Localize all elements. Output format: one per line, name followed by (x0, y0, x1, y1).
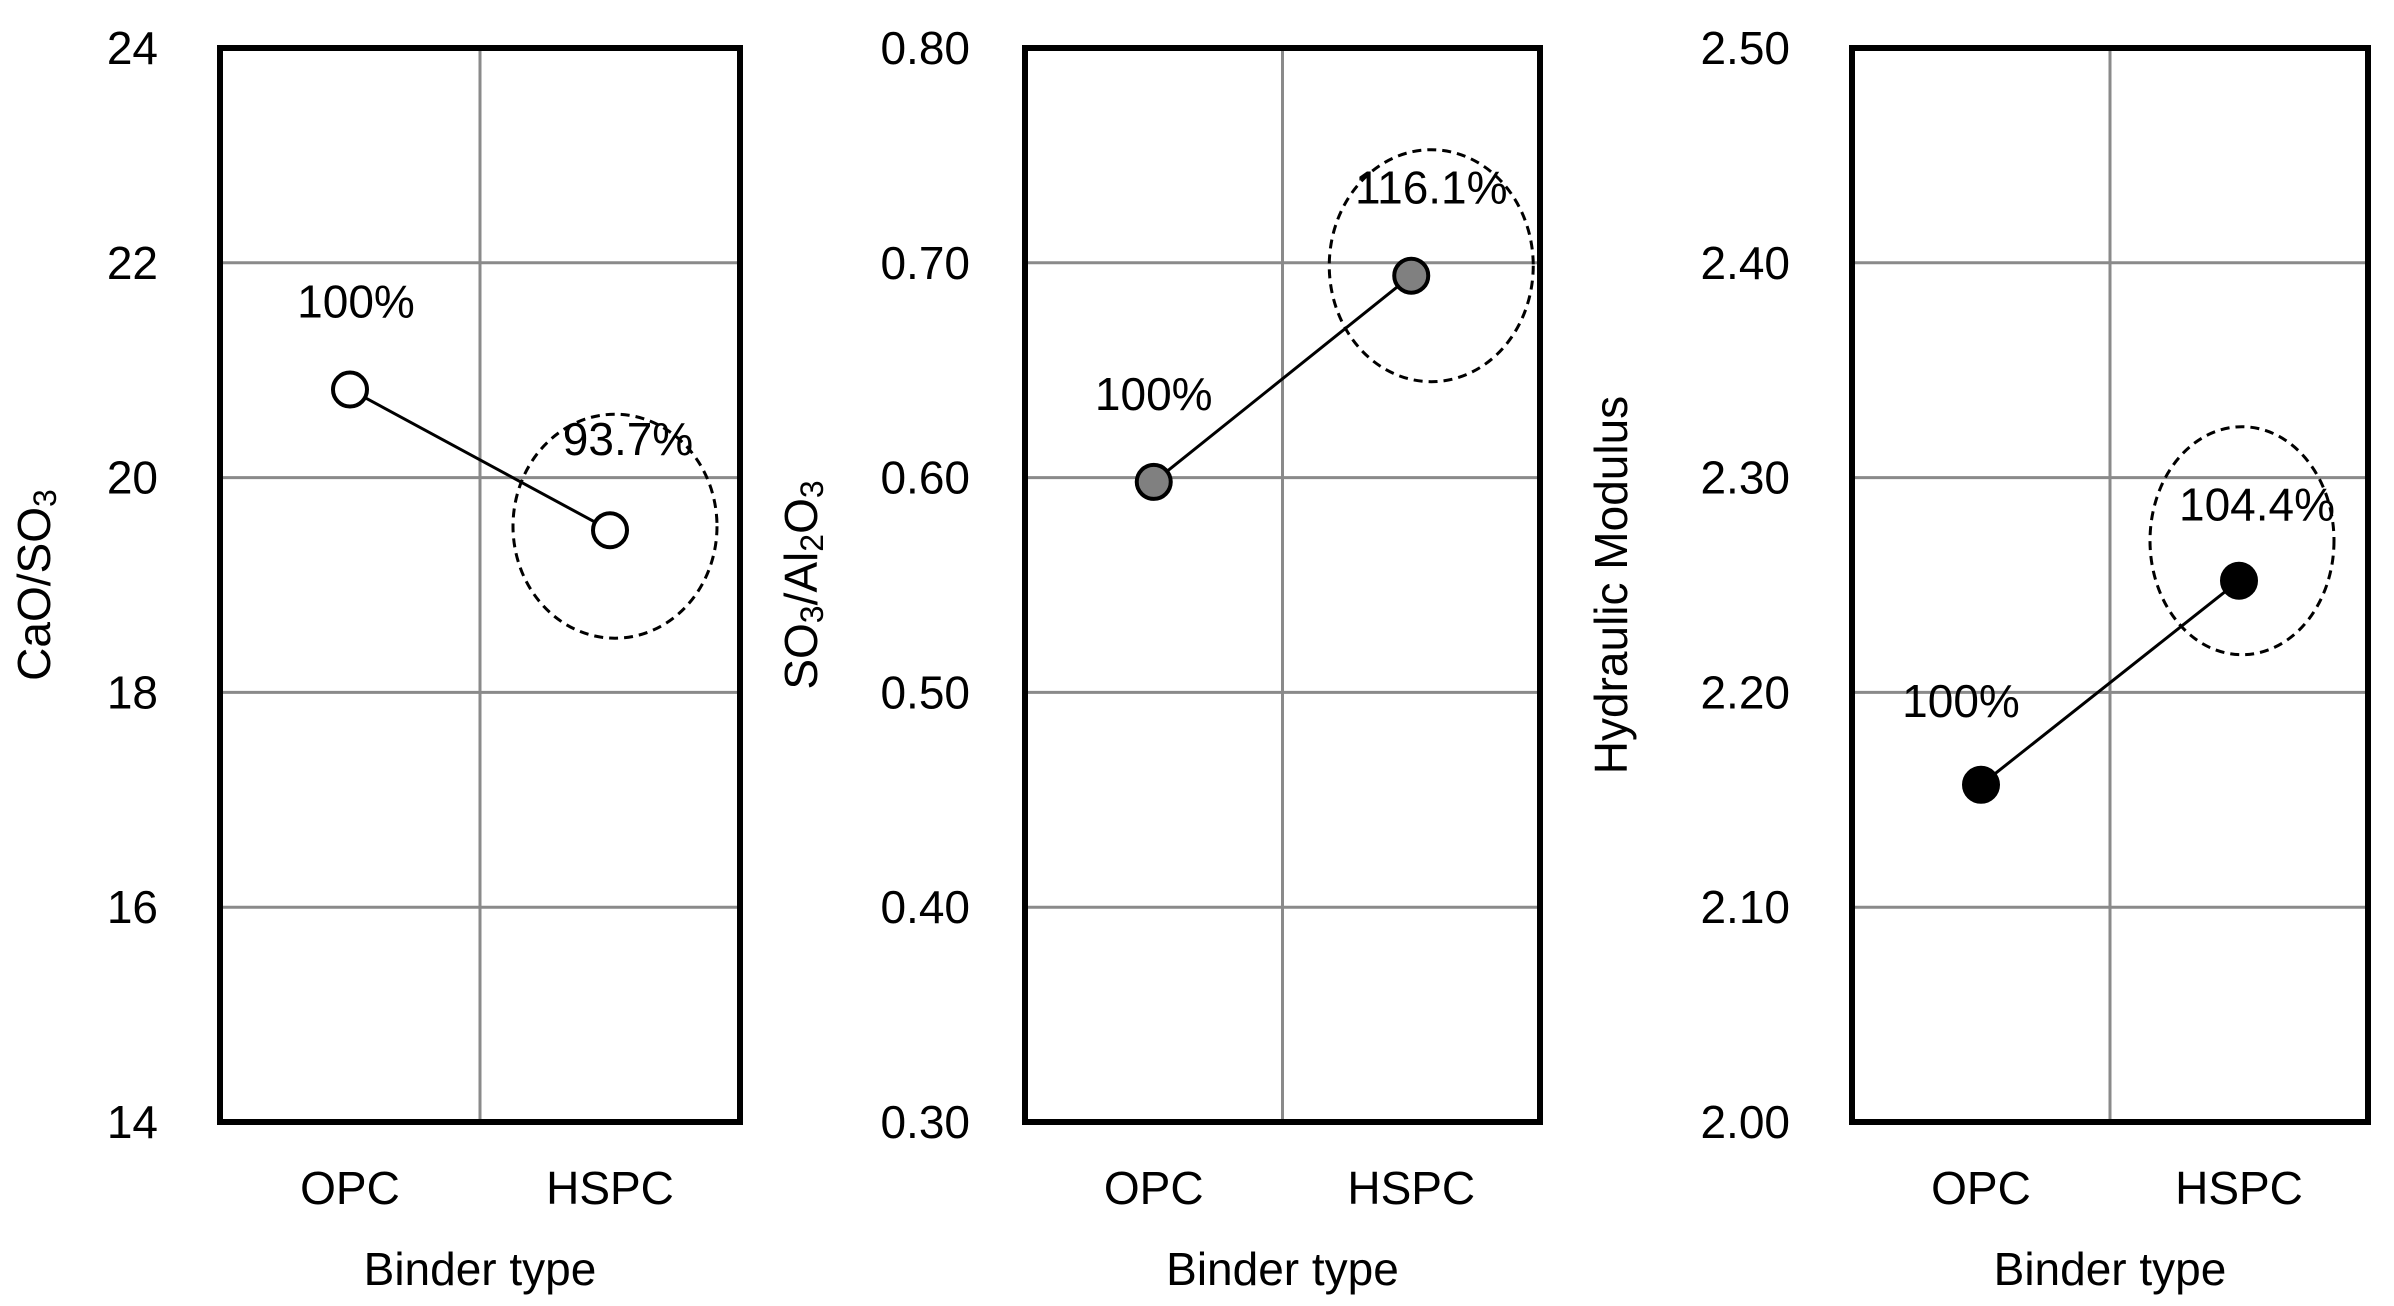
y-tick-label: 2.20 (1700, 666, 1790, 718)
x-tick-label: OPC (300, 1162, 400, 1214)
y-tick-label: 0.60 (880, 452, 970, 504)
y-axis-title: Hydraulic Modulus (1585, 396, 1637, 774)
data-label: 104.4% (2179, 479, 2335, 531)
y-tick-label: 2.00 (1700, 1096, 1790, 1148)
data-point (2220, 561, 2258, 600)
x-axis-title: Binder type (1994, 1243, 2227, 1295)
x-tick-label: HSPC (1347, 1162, 1475, 1214)
series-line (1152, 274, 1413, 484)
highlight-ellipse (1327, 148, 1535, 384)
x-tick-label: OPC (1104, 1162, 1204, 1214)
data-point (1962, 765, 2000, 804)
y-tick-label: 20 (107, 452, 158, 504)
chart-panel-3: 2.00 2.10 2.20 2.30 2.40 2.50 OPC HSPC Binder ty… (1585, 22, 2371, 1295)
plot-frame (217, 45, 743, 1125)
x-tick-label: HSPC (2175, 1162, 2303, 1214)
y-axis-title: SO3/Al2O3 (775, 480, 830, 689)
y-tick-label: 0.50 (880, 666, 970, 718)
y-tick-label: 18 (107, 666, 158, 718)
y-tick-label: 14 (107, 1096, 158, 1148)
x-tick-label: HSPC (546, 1162, 674, 1214)
y-tick-label: 0.80 (880, 22, 970, 74)
series-line (349, 388, 611, 532)
data-label: 100% (1902, 675, 2020, 727)
data-point (1392, 256, 1431, 295)
data-point (591, 511, 629, 550)
data-label: 116.1% (1355, 162, 1508, 214)
y-tick-label: 2.10 (1700, 881, 1790, 933)
y-tick-label: 2.30 (1700, 452, 1790, 504)
plot-frame (1849, 45, 2371, 1125)
x-axis-title: Binder type (364, 1243, 597, 1295)
y-tick-label: 0.40 (880, 881, 970, 933)
data-label: 100% (297, 276, 415, 328)
y-tick-label: 22 (107, 237, 158, 289)
x-tick-label: OPC (1931, 1162, 2031, 1214)
y-tick-label: 16 (107, 881, 158, 933)
data-point (331, 370, 369, 409)
y-axis-title: CaO/SO3 (8, 489, 63, 681)
x-axis-title: Binder type (1166, 1243, 1399, 1295)
highlight-ellipse (511, 412, 719, 640)
y-tick-label: 2.50 (1700, 22, 1790, 74)
series-line (1980, 579, 2240, 786)
y-tick-label: 24 (107, 22, 158, 74)
chart-panel-2: 0.30 0.40 0.50 0.60 0.70 0.80 OPC HSPC Binder ty… (775, 22, 1543, 1295)
data-point (1134, 462, 1173, 501)
plot-frame (1022, 45, 1543, 1125)
data-label: 100% (1095, 368, 1213, 420)
y-tick-label: 0.30 (880, 1096, 970, 1148)
y-tick-label: 2.40 (1700, 237, 1790, 289)
data-label: 93.7% (563, 413, 693, 465)
chart-panel-1: 14 16 18 20 22 24 OPC HSPC Binder type CaO/SO3 100… (8, 22, 743, 1295)
y-tick-label: 0.70 (880, 237, 970, 289)
highlight-ellipse (2148, 425, 2336, 657)
